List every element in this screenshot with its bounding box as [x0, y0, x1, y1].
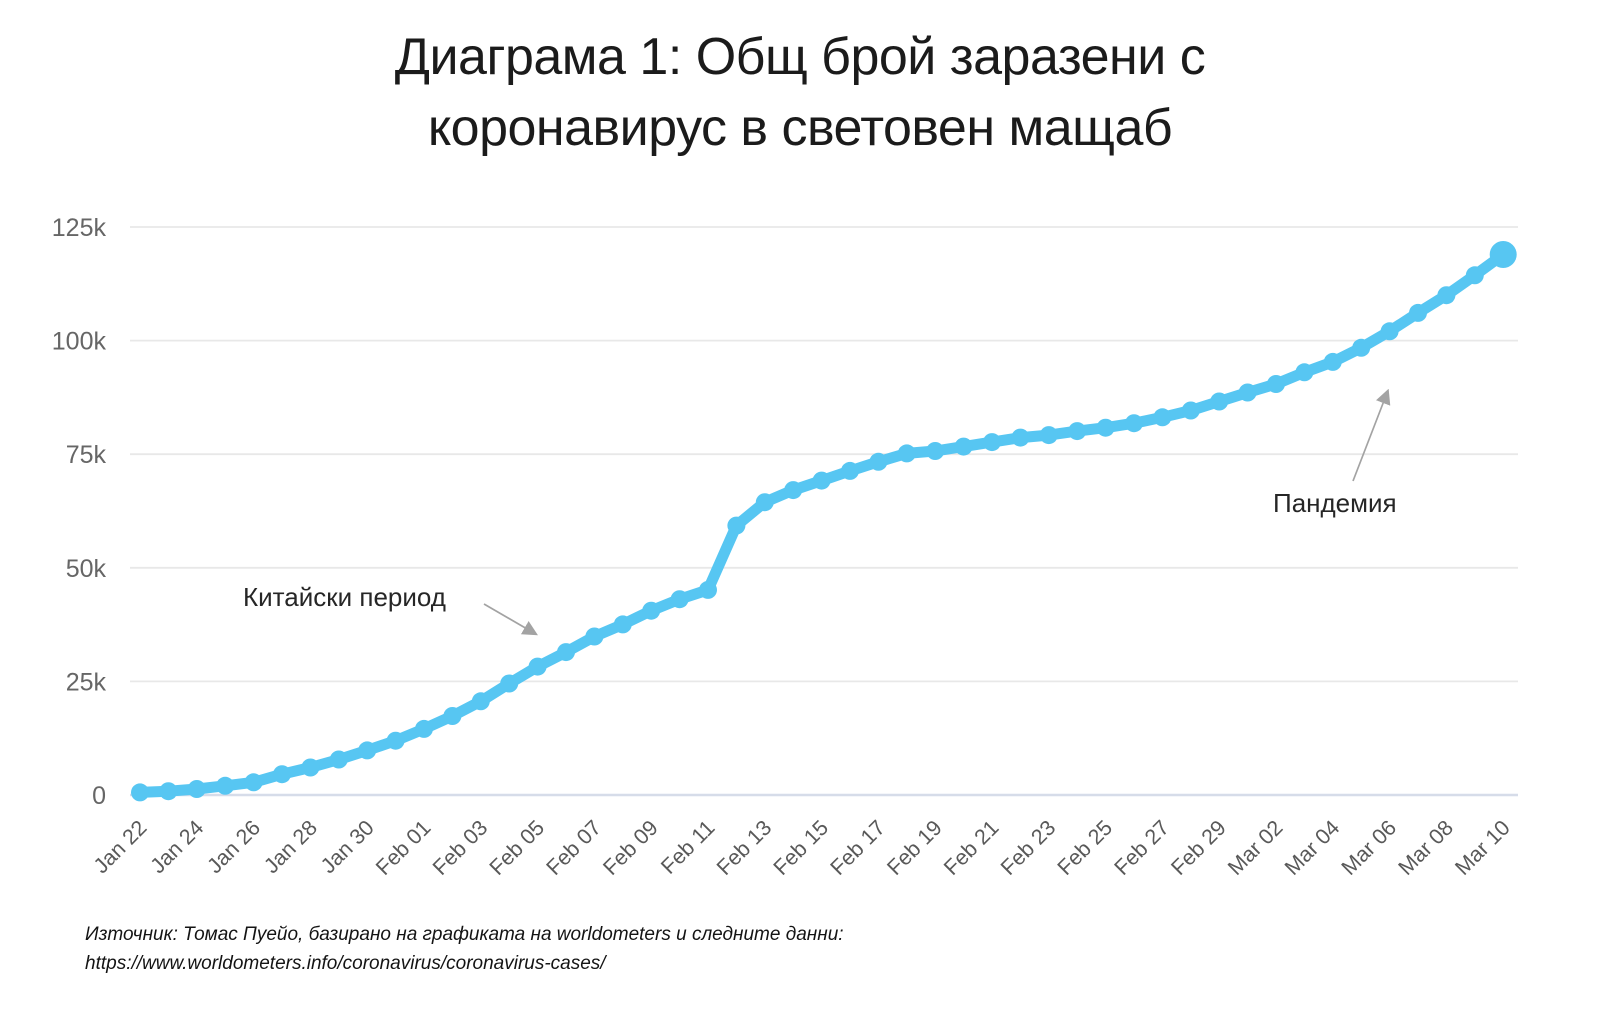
data-point — [812, 471, 831, 490]
x-axis-label: Feb 29 — [1166, 816, 1230, 880]
data-point — [755, 493, 774, 512]
y-axis-label: 75k — [66, 441, 107, 469]
data-point — [301, 758, 320, 777]
data-point — [954, 437, 973, 456]
x-axis-label: Feb 13 — [712, 816, 776, 880]
data-point — [1096, 418, 1115, 437]
page-title-line2: коронавирус в световен мащаб — [427, 99, 1173, 157]
y-axis-label: 50k — [66, 555, 107, 583]
x-axis-label: Feb 01 — [371, 816, 435, 880]
x-axis-label: Feb 23 — [996, 816, 1060, 880]
y-axis-label: 100k — [52, 328, 107, 356]
data-point — [1210, 392, 1229, 411]
data-point — [1181, 401, 1200, 420]
x-axis-label: Feb 21 — [939, 816, 1003, 880]
data-point — [1125, 414, 1143, 433]
data-point — [585, 627, 604, 646]
data-point — [784, 481, 803, 500]
x-axis-label: Jan 28 — [259, 816, 322, 879]
data-point — [216, 776, 235, 795]
data-point — [557, 643, 575, 662]
data-point — [1011, 428, 1030, 447]
data-point — [1352, 338, 1371, 357]
data-point — [415, 719, 433, 738]
data-point — [273, 765, 291, 784]
source-text: Източник: Томас Пуейо, базирано на графи… — [85, 924, 844, 945]
data-point — [983, 433, 1001, 452]
data-point — [670, 590, 689, 609]
data-point — [1068, 422, 1087, 441]
x-axis-label: Jan 26 — [203, 816, 266, 879]
data-point — [1153, 408, 1172, 427]
data-point — [244, 773, 263, 792]
data-point — [1380, 322, 1399, 341]
annotation-arrow — [1352, 388, 1391, 482]
y-axis-label: 125k — [52, 214, 107, 242]
data-point — [131, 783, 149, 802]
source-url: https://www.worldometers.info/coronaviru… — [85, 953, 606, 974]
x-axis-label: Feb 27 — [1110, 816, 1174, 880]
data-point — [358, 741, 377, 760]
y-axis-label: 0 — [92, 782, 106, 810]
data-point — [159, 782, 178, 801]
data-point — [1238, 383, 1257, 402]
x-axis-label: Mar 02 — [1223, 816, 1287, 880]
x-axis-label: Feb 03 — [428, 816, 492, 880]
data-point — [528, 657, 547, 676]
data-point — [699, 580, 717, 599]
data-point — [500, 674, 519, 693]
data-point — [187, 780, 206, 798]
data-point — [471, 692, 490, 711]
data-point-last — [1489, 241, 1517, 268]
data-point — [443, 707, 462, 725]
x-axis-label: Jan 30 — [316, 816, 379, 879]
data-point — [1295, 363, 1314, 382]
data-point — [1465, 266, 1484, 285]
annotation-pandemic: Пандемия — [1273, 488, 1397, 518]
page-title-line1: Диаграма 1: Общ брой заразени с — [394, 28, 1206, 86]
x-axis-label: Mar 06 — [1337, 816, 1401, 880]
x-axis-label: Feb 17 — [826, 816, 890, 880]
page-title: Диаграма 1: Общ брой заразени с коронави… — [0, 22, 1600, 164]
annotation-china-period: Китайски период — [243, 582, 446, 612]
x-axis-label: Mar 08 — [1394, 816, 1458, 880]
data-point — [1409, 303, 1427, 322]
data-point — [1437, 286, 1456, 305]
data-point — [642, 601, 661, 620]
x-axis-label: Feb 11 — [656, 816, 719, 879]
x-axis-label: Feb 25 — [1053, 816, 1117, 880]
series-line — [134, 249, 1509, 798]
data-point — [1267, 375, 1285, 393]
data-point — [869, 452, 888, 471]
x-axis-label: Mar 04 — [1280, 816, 1344, 880]
data-point — [926, 442, 945, 460]
x-axis-label: Feb 15 — [769, 816, 833, 880]
x-axis-label: Jan 22 — [89, 816, 152, 879]
x-axis-label: Jan 24 — [146, 816, 209, 879]
data-point — [841, 461, 859, 480]
data-point — [1039, 426, 1058, 445]
annotation-arrow — [483, 603, 538, 636]
data-point — [613, 615, 632, 634]
x-axis-label: Feb 07 — [542, 816, 606, 880]
data-point — [329, 750, 348, 769]
data-point — [897, 444, 916, 463]
y-axis-label: 25k — [66, 668, 107, 696]
data-point — [727, 516, 746, 535]
x-axis-label: Feb 05 — [485, 816, 549, 880]
x-axis-label: Feb 09 — [598, 816, 662, 880]
x-axis-label: Feb 19 — [882, 816, 946, 880]
source-note: Източник: Томас Пуейо, базирано на графи… — [85, 920, 844, 978]
x-axis-label: Mar 10 — [1450, 816, 1514, 880]
data-point — [386, 731, 405, 750]
data-point — [1323, 352, 1342, 371]
